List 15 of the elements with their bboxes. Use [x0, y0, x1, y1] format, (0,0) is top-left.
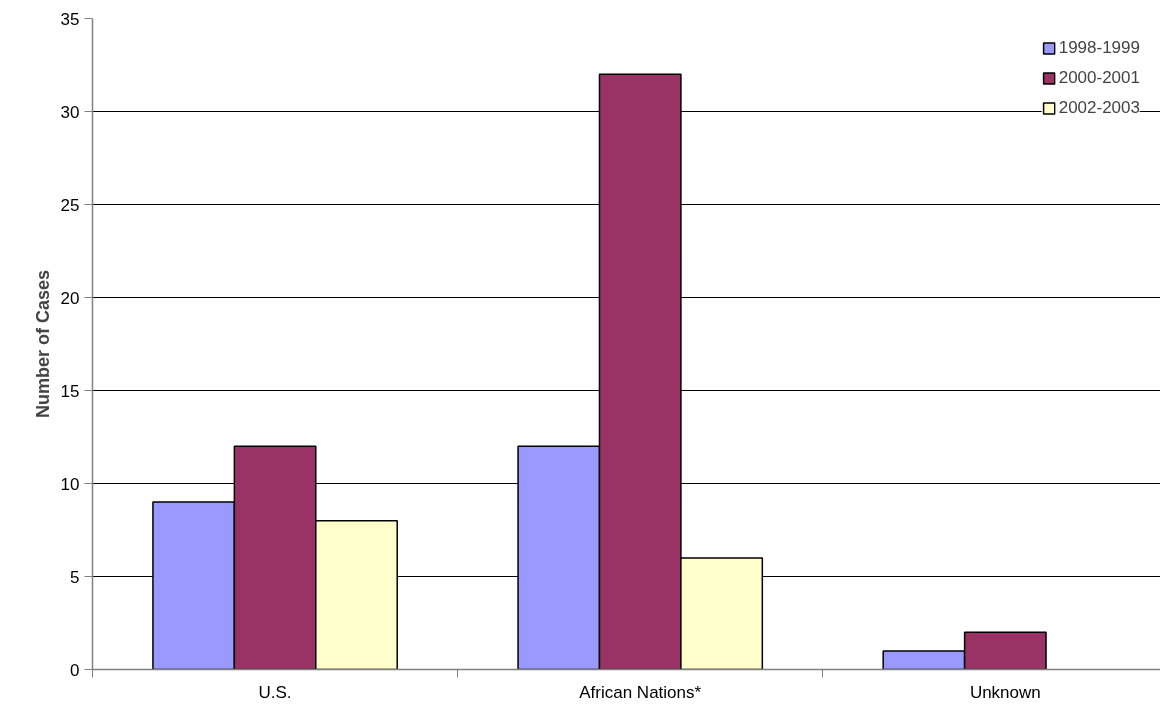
- legend-label: 2000-2001: [1058, 68, 1140, 88]
- legend-label: 1998-1999: [1058, 38, 1140, 58]
- legend-label: 2002-2003: [1058, 98, 1140, 118]
- y-tick-label: 20: [60, 288, 80, 308]
- y-tick-label: 35: [60, 9, 80, 29]
- y-tick-label: 15: [60, 381, 80, 401]
- x-tick-label: Unknown: [969, 682, 1041, 702]
- y-tick-label: 25: [60, 195, 80, 215]
- y-tick-label: 10: [60, 474, 80, 494]
- y-axis-title: Number of Cases: [32, 269, 53, 419]
- x-tick-label: African Nations*: [579, 682, 702, 702]
- x-tick-label: U.S.: [258, 682, 292, 702]
- y-tick-label: 5: [70, 567, 80, 587]
- y-tick-label: 30: [60, 102, 80, 122]
- y-tick-label: 0: [70, 660, 80, 680]
